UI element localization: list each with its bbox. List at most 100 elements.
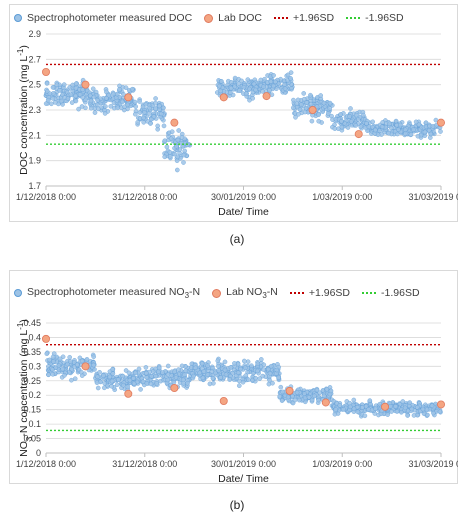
data-point [232, 361, 237, 366]
data-point [282, 82, 287, 87]
data-point [215, 358, 221, 364]
data-point [326, 111, 331, 116]
data-point [348, 106, 353, 111]
data-point [95, 98, 100, 103]
data-point [137, 110, 143, 115]
data-point [302, 395, 308, 401]
data-point [91, 354, 96, 359]
data-point [205, 372, 211, 377]
data-point [150, 369, 156, 374]
data-point [147, 111, 152, 116]
lab-point [170, 118, 179, 127]
data-point [102, 111, 108, 116]
data-point [200, 375, 206, 381]
data-point [57, 88, 62, 93]
data-point [288, 76, 293, 81]
data-point [426, 128, 432, 133]
data-point [273, 79, 278, 85]
legend-label-upper: +1.96SD [292, 12, 335, 24]
x-tick-label: 31/03/2019 0:00 [408, 192, 458, 202]
data-point [288, 70, 294, 75]
data-point [407, 400, 412, 405]
data-point [137, 99, 142, 104]
data-point [135, 120, 140, 125]
data-point [84, 357, 90, 362]
data-point [205, 363, 210, 368]
y-tick-label: 1.7 [28, 181, 41, 191]
data-point [294, 390, 300, 395]
data-point [210, 375, 216, 381]
data-point [380, 120, 385, 125]
legend-label-series: Spectrophotometer measured NO3-N [27, 285, 201, 301]
data-point [50, 372, 56, 377]
data-point [65, 96, 71, 101]
data-point [138, 387, 143, 392]
data-point [349, 119, 354, 124]
data-point [54, 82, 60, 88]
data-point [379, 124, 385, 130]
data-point [408, 132, 414, 137]
legend-item-lab: Lab DOC [204, 12, 262, 24]
legend-marker-series [14, 289, 22, 297]
data-point [429, 403, 435, 408]
data-point [201, 369, 207, 374]
data-point [218, 88, 223, 94]
data-point [348, 404, 353, 410]
data-point [132, 99, 138, 105]
legend-label-lower: -1.96SD [381, 287, 420, 299]
data-point [258, 77, 264, 83]
lab-point [124, 389, 133, 398]
x-tick-label: 31/12/2018 0:00 [112, 459, 177, 469]
data-point [161, 123, 167, 129]
legend-marker-upper [273, 17, 288, 19]
y-axis-title: DOC concentration (mg L-1) [16, 45, 31, 175]
data-point [79, 358, 85, 364]
lab-point [354, 130, 363, 139]
data-point [255, 361, 261, 367]
data-point [182, 372, 187, 377]
data-point [297, 107, 303, 112]
data-point [237, 383, 242, 388]
data-point [67, 355, 72, 360]
data-point [165, 377, 171, 383]
data-point [125, 102, 130, 108]
legend-label-lab: Lab NO3-N [226, 285, 278, 301]
data-point [405, 413, 410, 418]
data-point [191, 373, 196, 379]
data-point [143, 370, 149, 376]
data-point [104, 95, 109, 101]
y-axis-title: NO3-N concentration (mg L-1) [16, 319, 34, 457]
data-point [95, 385, 101, 391]
legend-item-series: Spectrophotometer measured NO3-N [14, 286, 200, 300]
data-point [279, 398, 285, 403]
legend-marker-upper [289, 292, 304, 294]
x-tick-label: 30/01/2019 0:00 [211, 192, 276, 202]
data-point [396, 127, 401, 132]
data-point [160, 370, 165, 375]
data-point [133, 111, 138, 117]
data-point [179, 135, 185, 140]
data-point [120, 99, 125, 105]
x-axis-title: Date/ Time [218, 473, 269, 485]
data-point [218, 375, 223, 380]
data-point [415, 133, 421, 139]
legend-label-lower: -1.96SD [365, 12, 404, 24]
data-point [235, 370, 241, 375]
data-point [308, 92, 313, 98]
y-tick-label: 2.1 [28, 130, 41, 140]
lab-point [42, 334, 51, 343]
data-point [50, 85, 56, 90]
data-point [60, 366, 66, 372]
data-point [51, 359, 56, 364]
data-point [228, 85, 234, 91]
data-point [306, 394, 312, 400]
data-point [182, 148, 187, 154]
y-tick-label: 2.3 [28, 105, 41, 115]
legend-marker-lower [346, 17, 361, 19]
data-point [207, 381, 213, 387]
data-point [351, 397, 357, 403]
chart-panel-a: Spectrophotometer measured DOC Lab DOC +… [0, 0, 474, 250]
data-point [69, 100, 75, 105]
lab-point [219, 396, 228, 405]
data-point [290, 393, 295, 399]
